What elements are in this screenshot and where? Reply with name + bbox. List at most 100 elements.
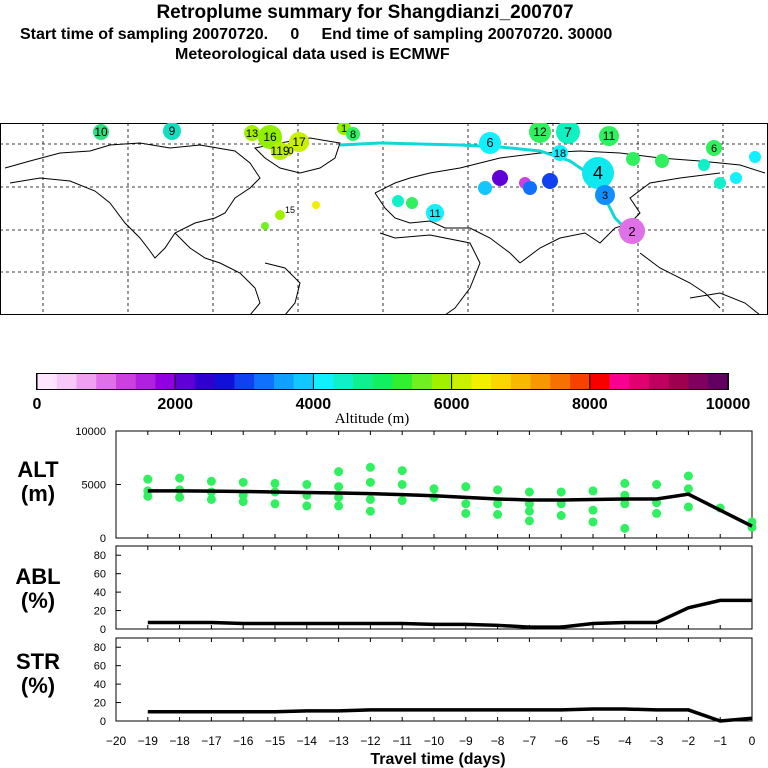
x-tick-label: −8	[491, 734, 505, 748]
altitude-point	[365, 494, 375, 504]
altitude-point	[652, 480, 662, 489]
altitude-point	[238, 477, 248, 487]
sampling-time-subtitle: Start time of sampling 20070720. 0 End t…	[20, 26, 613, 43]
y-tick-label: 80	[94, 550, 106, 562]
altitude-point	[524, 487, 534, 497]
y-tick-label: 40	[94, 679, 106, 691]
map-marker-label: 9	[169, 124, 176, 138]
y-tick-label: 60	[94, 661, 106, 673]
colorbar-cell	[392, 374, 413, 389]
colorbar-tick-label: 4000	[296, 396, 332, 413]
plume-track-markers: 10 9 13 16 17 20 119 1 8 12 7 11 6 6 4 3…	[93, 123, 761, 244]
map-marker	[552, 145, 568, 161]
colorbar-cell	[254, 374, 275, 389]
altitude-point	[588, 486, 598, 496]
map-marker-label: 6	[711, 143, 717, 155]
colorbar-cell	[668, 374, 689, 389]
y-tick-label: 10000	[75, 426, 106, 438]
altitude-point	[556, 487, 566, 497]
colorbar-cell	[431, 374, 452, 389]
map-marker	[271, 142, 289, 160]
altitude-point	[397, 480, 407, 489]
colorbar-cell	[550, 374, 571, 389]
map-marker	[619, 218, 645, 244]
colorbar-cell	[214, 374, 235, 389]
colorbar-cell	[135, 374, 156, 389]
map-marker-label: 11	[603, 129, 616, 143]
altitude-point	[175, 492, 185, 502]
map-marker-label: 12	[533, 125, 547, 139]
colorbar-cell	[155, 374, 176, 389]
altitude-point	[334, 482, 344, 492]
map-marker-label: 4	[593, 163, 603, 183]
colorbar-cell	[313, 374, 334, 389]
map-marker	[275, 210, 285, 220]
map-marker-label: 17	[292, 135, 306, 149]
altitude-point	[683, 484, 693, 494]
map-marker	[556, 123, 580, 144]
altitude-point	[270, 478, 280, 488]
altitude-point	[588, 505, 598, 515]
colorbar-cell	[471, 374, 492, 389]
map-marker	[749, 151, 761, 163]
series-line	[147, 598, 752, 629]
colorbar-cell	[37, 374, 58, 389]
altitude-point	[238, 497, 248, 507]
map-marker	[730, 172, 742, 184]
map-frame	[0, 123, 768, 315]
y-tick-label: 0	[100, 624, 106, 636]
altitude-point	[206, 494, 216, 504]
altitude-point	[365, 462, 375, 472]
map-marker	[698, 159, 710, 171]
y-tick-label: 20	[94, 698, 106, 710]
colorbar-tick-label: 6000	[434, 396, 470, 413]
colorbar-tick-label: 8000	[572, 396, 608, 413]
altitude-point	[493, 485, 503, 495]
y-tick-label: 0	[100, 533, 106, 545]
map-marker-label: 11	[429, 208, 440, 220]
altitude-point	[620, 478, 630, 488]
map-marker-label: 13	[246, 128, 258, 140]
altitude-point	[493, 509, 503, 519]
map-marker	[406, 197, 418, 209]
altitude-point	[683, 502, 693, 512]
colorbar-cell	[510, 374, 531, 389]
altitude-point	[302, 480, 312, 489]
map-marker	[599, 126, 619, 146]
x-tick-label: −10	[424, 734, 445, 748]
colorbar-cell	[76, 374, 97, 389]
colorbar-cell	[115, 374, 137, 389]
x-tick-label: −13	[328, 734, 349, 748]
map-marker	[706, 140, 722, 156]
y-tick-label: 60	[94, 569, 106, 581]
x-tick-label: −19	[138, 734, 159, 748]
colorbar-cell	[333, 374, 354, 389]
plume-track-line	[339, 141, 632, 235]
map-marker	[392, 195, 404, 207]
x-tick-label: −18	[169, 734, 190, 748]
x-tick-label: −14	[297, 734, 318, 748]
map-marker	[478, 181, 492, 195]
map-marker-label: 6	[486, 135, 493, 150]
x-tick-label: −1	[713, 734, 727, 748]
map-marker	[542, 173, 558, 189]
x-tick-label: −5	[586, 734, 600, 748]
x-tick-label: −11	[392, 734, 412, 748]
map-marker	[289, 132, 309, 152]
abl-label-line2: (%)	[20, 588, 56, 613]
map-marker	[655, 154, 669, 168]
altitude-point	[334, 501, 344, 511]
colorbar-cell	[412, 374, 433, 389]
altitude-point	[334, 492, 344, 502]
colorbar-cell	[530, 374, 551, 389]
colorbar-label: Altitude (m)	[335, 411, 410, 427]
y-tick-label: 0	[100, 716, 106, 728]
colorbar-ticks: 0 2000 4000 6000 8000 10000	[33, 374, 750, 413]
altitude-point	[365, 506, 375, 516]
colorbar-cell	[96, 374, 117, 389]
x-axis-label: Travel time (days)	[370, 751, 505, 768]
altitude-point	[588, 517, 598, 527]
altitude-point	[620, 523, 630, 533]
y-tick-label: 20	[94, 606, 106, 618]
str-label-line2: (%)	[20, 673, 56, 698]
